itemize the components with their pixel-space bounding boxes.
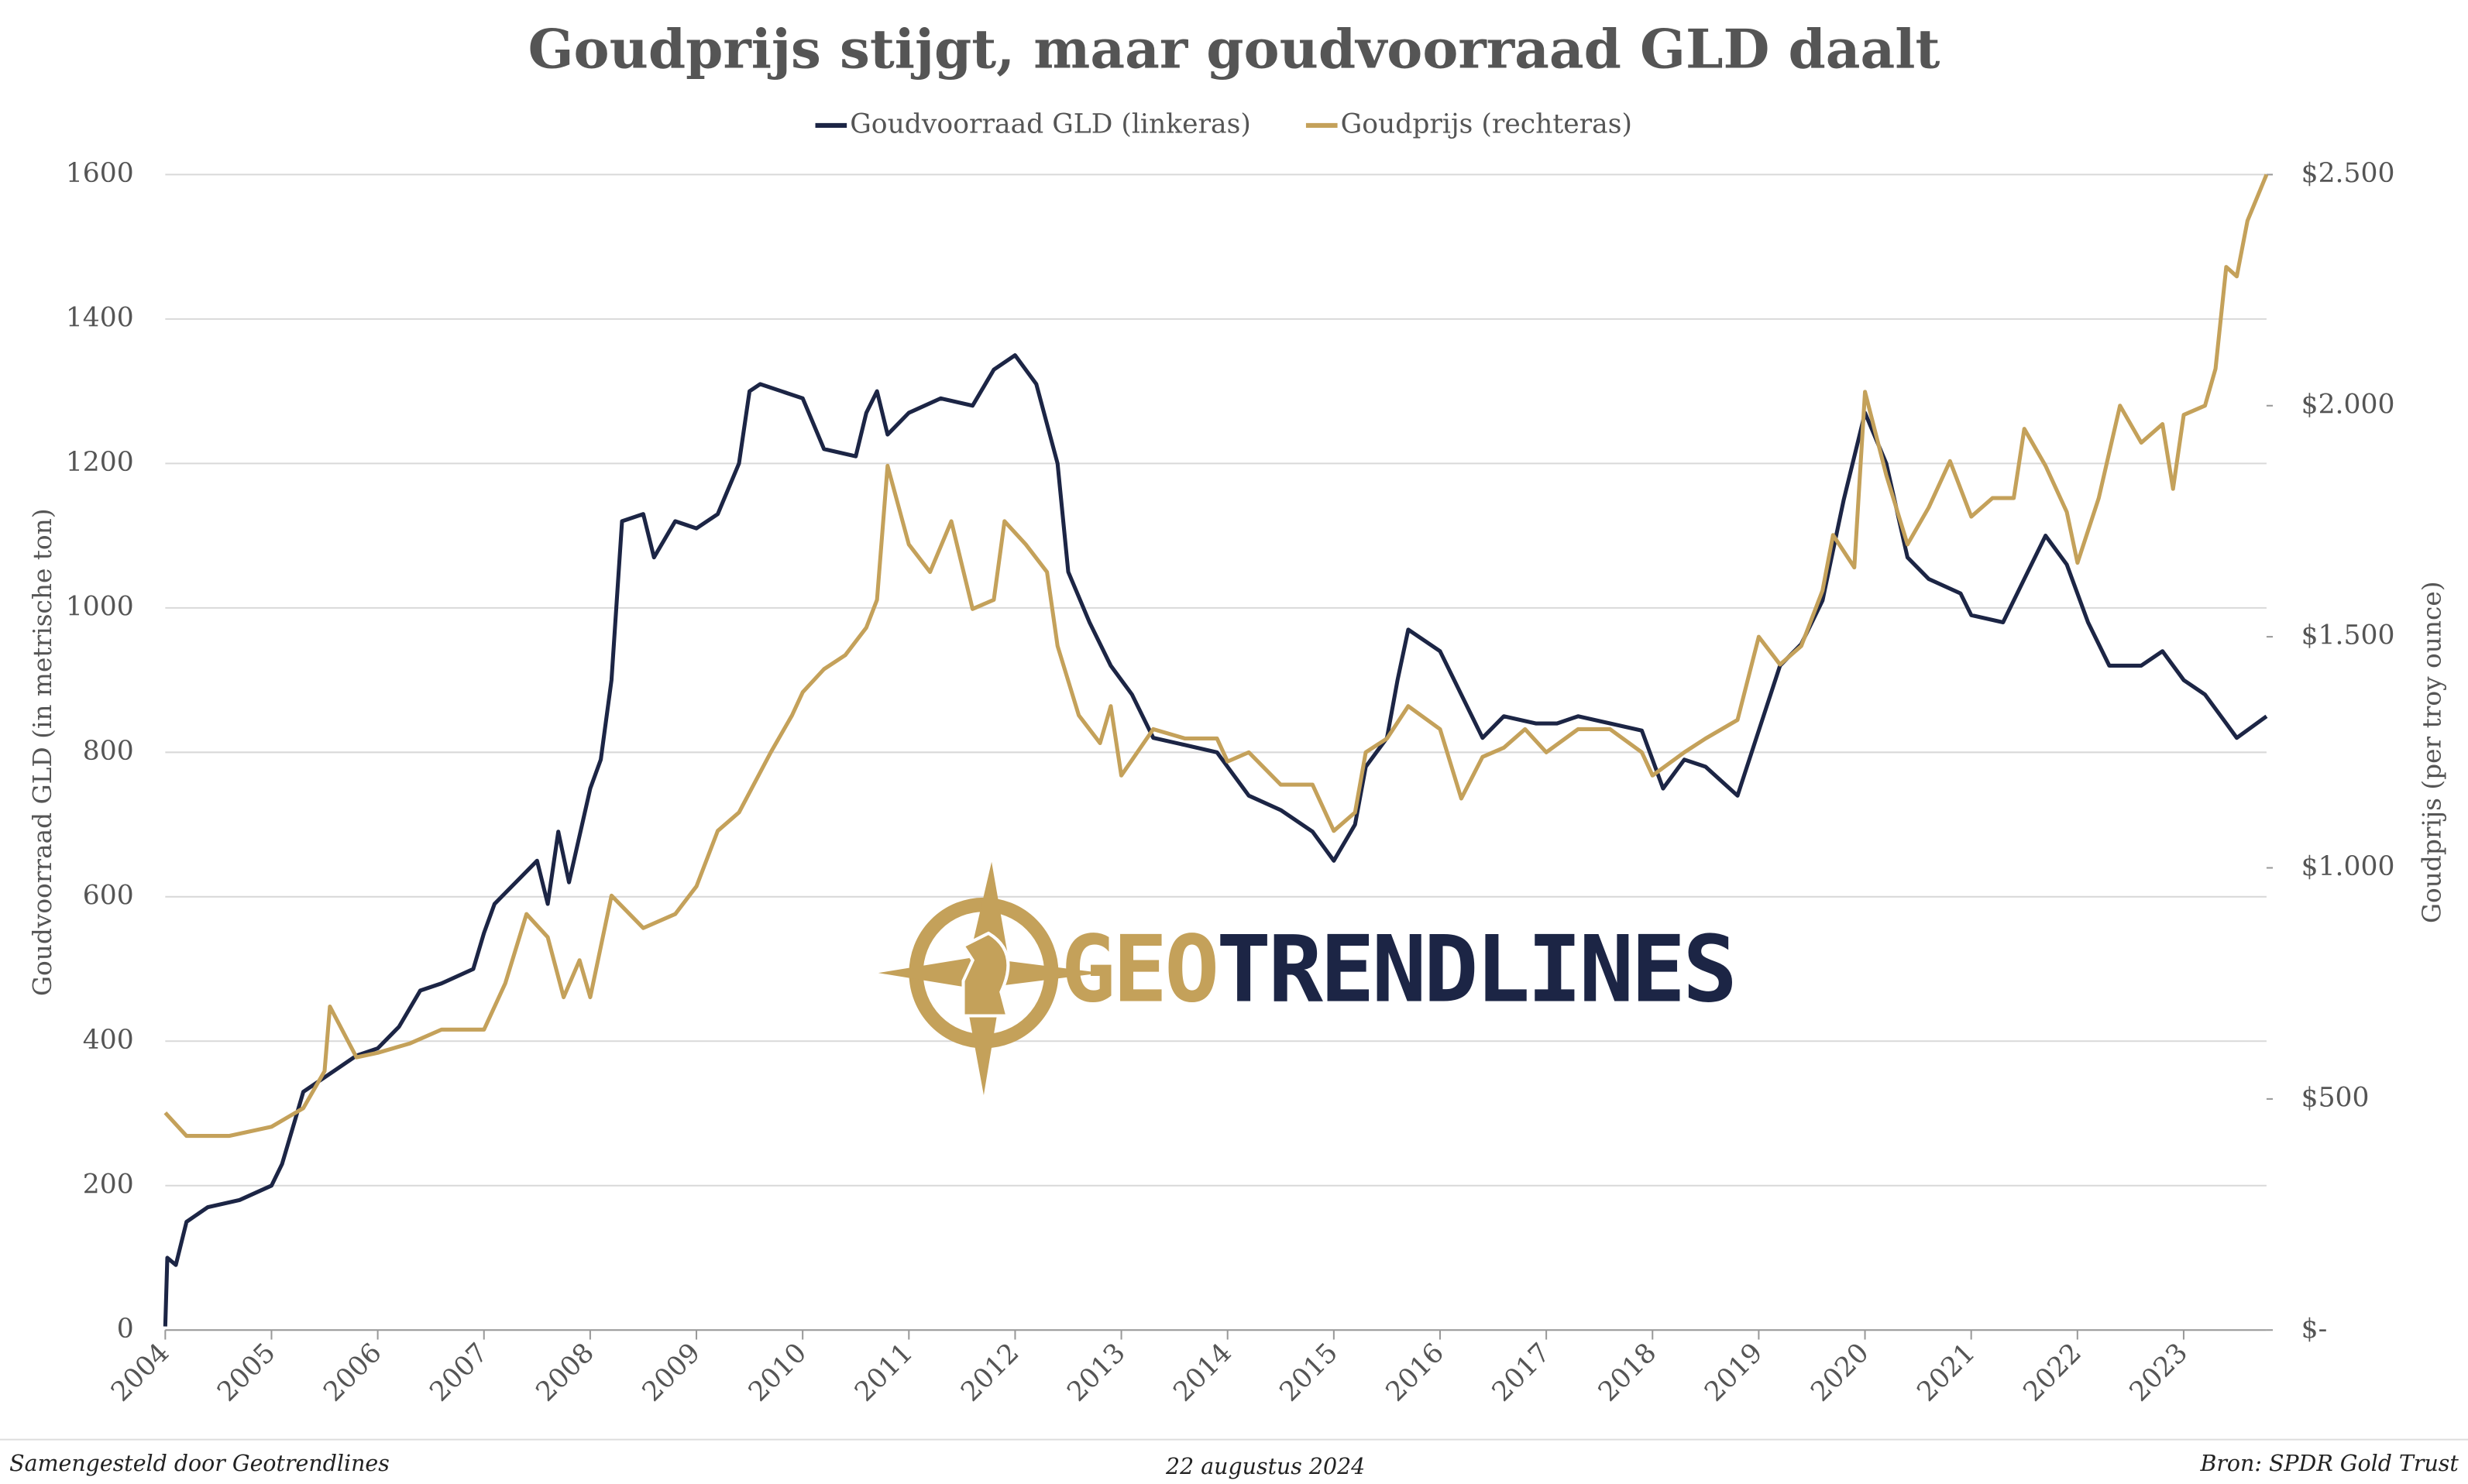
- legend-label: Goudprijs (rechteras): [1341, 108, 1632, 139]
- y-tick-label: 1600: [66, 158, 134, 189]
- y-axis-title: Goudvoorraad GLD (in metrische ton): [28, 508, 57, 996]
- y2-tick-label: $500: [2301, 1082, 2370, 1113]
- y-tick-label: 400: [83, 1025, 134, 1056]
- y2-tick-label: $2.000: [2301, 389, 2395, 420]
- y-tick-label: 1400: [66, 302, 134, 333]
- logo-part: GEO: [1060, 915, 1216, 1023]
- logo-part: TRENDLINES: [1216, 915, 1734, 1023]
- y2-tick-label: $1.500: [2301, 620, 2395, 651]
- footer-left: Samengesteld door Geotrendlines: [9, 1450, 390, 1476]
- y2-axis-title: Goudprijs (per troy ounce): [2417, 582, 2446, 924]
- chart-title: Goudprijs stijgt, maar goudvoorraad GLD …: [528, 18, 1940, 81]
- y2-tick-label: $1.000: [2301, 851, 2395, 882]
- series-line: [163, 173, 2269, 1139]
- y-tick-label: 600: [83, 880, 134, 911]
- y-tick-label: 0: [117, 1314, 134, 1345]
- y-tick-label: 200: [83, 1169, 134, 1200]
- legend-label: Goudvoorraad GLD (linkeras): [850, 108, 1251, 139]
- y-tick-label: 800: [83, 736, 134, 767]
- y-tick-label: 1200: [66, 447, 134, 478]
- footer-right: Bron: SPDR Gold Trust: [2199, 1450, 2459, 1476]
- y2-tick-label: $2.500: [2301, 158, 2395, 189]
- logo-text: GEOTRENDLINES: [1060, 915, 1734, 1023]
- y2-tick-label: $-: [2301, 1314, 2328, 1345]
- y-tick-label: 1000: [66, 591, 134, 622]
- footer-center: 22 augustus 2024: [1165, 1453, 1365, 1479]
- logo-knight: [961, 931, 1010, 1018]
- logo: GEOTRENDLINES: [878, 861, 1738, 1095]
